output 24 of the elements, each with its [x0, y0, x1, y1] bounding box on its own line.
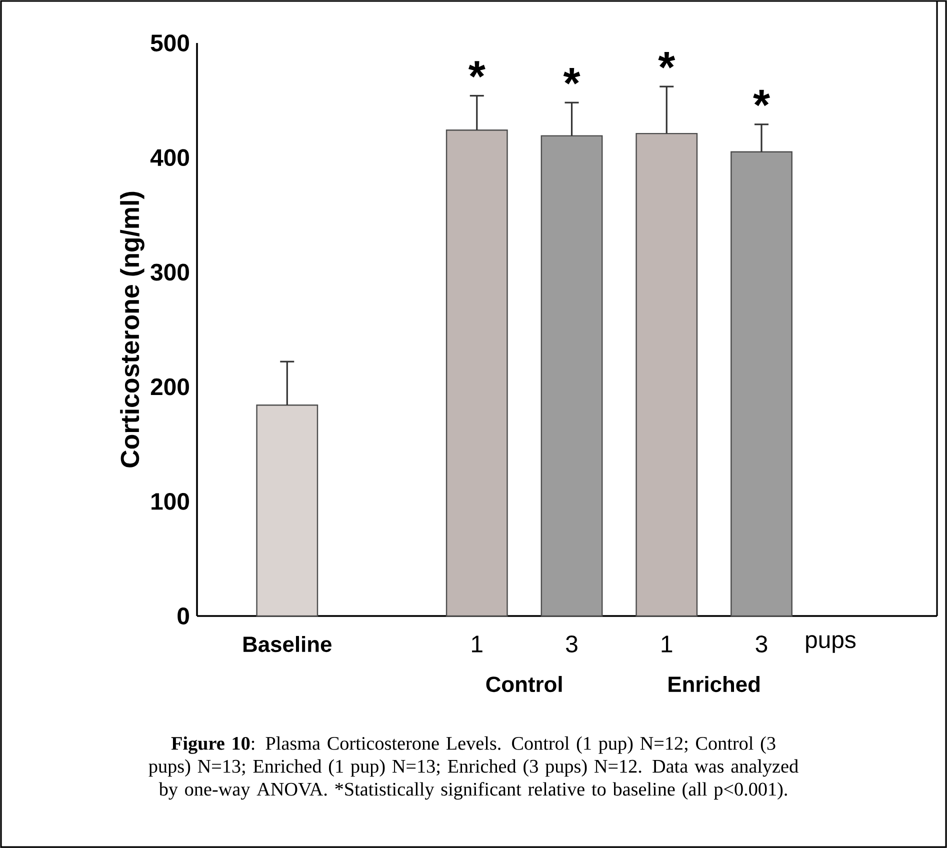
y-tick-label: 500 — [150, 34, 189, 52]
x-tick-label: 3 — [756, 636, 768, 652]
y-tick-label: 0 — [178, 608, 189, 624]
y-tick-label: 200 — [150, 378, 189, 396]
x-tick-label: 1 — [662, 636, 672, 652]
text: Control — [486, 676, 562, 692]
bar — [730, 151, 792, 617]
y-tick-label: 400 — [150, 149, 189, 166]
y-tick-label: 100 — [152, 492, 189, 510]
text: Enriched — [668, 676, 760, 692]
text: Figure 10: Plasma Corticosterone Levels. Control (1 pup) N=12; Control (3 pups) N=13; Enriched (1 pup) N=13; Enriched (3 pups) N=12. Data was analyzed by one-way ANOVA. *Statistically significant relative to baseline (all p<0.001). — [148, 736, 798, 800]
data-label: * — [468, 61, 486, 78]
data-label: * — [658, 52, 676, 68]
bar — [540, 135, 603, 617]
data-label: * — [563, 68, 580, 84]
x-tick-label: 1 — [472, 636, 482, 652]
x-tick-label: Baseline — [244, 636, 332, 652]
y-tick-label: 300 — [150, 264, 189, 281]
bar — [636, 132, 698, 617]
bar — [446, 130, 508, 617]
data-label: * — [753, 90, 770, 106]
x-tick-label: 3 — [566, 636, 578, 652]
y-axis-title: Corticosterone (ng/ml) — [120, 192, 144, 468]
x-axis-title: pups — [806, 635, 856, 653]
